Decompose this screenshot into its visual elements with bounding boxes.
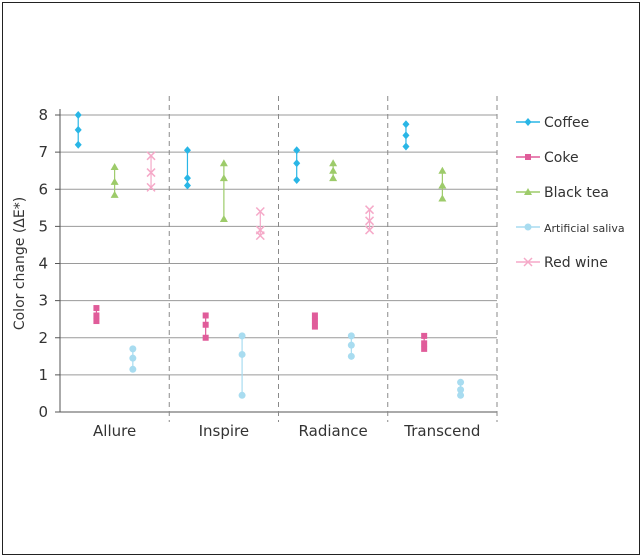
- legend-label-coke: Coke: [544, 150, 579, 166]
- data-point-artificial-saliva: [347, 341, 355, 349]
- data-point-coffee: [293, 146, 301, 155]
- data-point-coke: [93, 318, 100, 325]
- data-point-artificial-saliva: [457, 391, 465, 399]
- data-point-coffee: [293, 159, 301, 168]
- data-point-coffee: [402, 142, 410, 151]
- data-point-coke: [202, 334, 209, 341]
- data-point-coke: [311, 318, 318, 325]
- legend-label-red-wine: Red wine: [544, 255, 608, 271]
- legend-marker-black-tea: [524, 188, 532, 195]
- data-point-coke: [421, 332, 428, 339]
- data-point-black-tea: [219, 159, 228, 167]
- legend-marker-coffee: [524, 118, 532, 126]
- data-point-black-tea: [110, 190, 119, 198]
- data-point-artificial-saliva: [129, 365, 137, 373]
- y-tick-label-4: 4: [38, 255, 48, 273]
- data-point-black-tea: [329, 166, 338, 174]
- data-point-red-wine: [146, 182, 156, 192]
- data-point-black-tea: [219, 214, 228, 222]
- x-category-label: Allure: [93, 422, 136, 440]
- data-point-black-tea: [110, 177, 119, 185]
- y-tick-label-7: 7: [38, 143, 48, 161]
- legend-marker-coke: [525, 154, 531, 160]
- data-point-coke: [202, 321, 209, 328]
- data-point-black-tea: [438, 166, 447, 174]
- legend-marker-red-wine: [523, 257, 533, 267]
- legend-label-coffee: Coffee: [544, 115, 589, 131]
- x-category-label: Transcend: [403, 422, 480, 440]
- data-point-artificial-saliva: [457, 386, 465, 394]
- legend-label-artificial-saliva: Artificial saliva: [544, 222, 625, 235]
- data-point-artificial-saliva: [129, 354, 137, 362]
- data-point-coke: [421, 340, 428, 347]
- y-tick-label-5: 5: [38, 217, 48, 235]
- data-point-artificial-saliva: [347, 332, 355, 340]
- data-point-artificial-saliva: [457, 378, 465, 386]
- data-point-coke: [311, 323, 318, 330]
- data-point-coke: [311, 312, 318, 319]
- data-point-artificial-saliva: [238, 391, 246, 399]
- data-point-coffee: [183, 146, 191, 155]
- data-point-coffee: [183, 181, 191, 190]
- data-point-coffee: [74, 111, 82, 119]
- data-point-black-tea: [438, 181, 447, 189]
- data-point-artificial-saliva: [238, 332, 246, 340]
- data-point-red-wine: [146, 151, 156, 161]
- data-point-coffee: [183, 174, 191, 183]
- y-tick-label-8: 8: [38, 106, 48, 124]
- y-axis-label: Color change (ΔE*): [12, 197, 28, 330]
- legend-label-black-tea: Black tea: [544, 185, 609, 201]
- data-point-coffee: [402, 131, 410, 140]
- data-point-coke: [421, 345, 428, 352]
- data-point-artificial-saliva: [129, 345, 137, 353]
- y-tick-label-0: 0: [38, 403, 48, 421]
- data-point-coffee: [402, 120, 410, 129]
- data-point-coke: [93, 305, 100, 312]
- data-point-black-tea: [219, 174, 228, 182]
- data-point-coffee: [293, 175, 301, 184]
- data-point-artificial-saliva: [347, 352, 355, 360]
- data-point-red-wine: [365, 205, 375, 215]
- data-point-red-wine: [255, 225, 265, 235]
- data-point-artificial-saliva: [238, 350, 246, 358]
- data-point-red-wine: [365, 225, 375, 235]
- data-point-coke: [93, 312, 100, 319]
- data-point-coke: [202, 312, 209, 319]
- data-point-coffee: [74, 125, 82, 134]
- y-tick-label-1: 1: [38, 366, 48, 384]
- x-category-label: Radiance: [299, 422, 368, 440]
- legend-marker-artificial-saliva: [524, 223, 532, 231]
- y-tick-label-6: 6: [38, 180, 48, 198]
- data-point-black-tea: [110, 162, 119, 170]
- data-point-black-tea: [329, 159, 338, 167]
- data-point-coffee: [74, 140, 82, 149]
- data-point-black-tea: [329, 174, 338, 182]
- data-point-red-wine: [365, 216, 375, 226]
- x-category-label: Inspire: [199, 422, 250, 440]
- data-point-black-tea: [438, 194, 447, 202]
- y-tick-label-2: 2: [38, 329, 48, 347]
- data-point-red-wine: [255, 206, 265, 217]
- data-point-red-wine: [146, 168, 156, 178]
- y-tick-label-3: 3: [38, 292, 48, 310]
